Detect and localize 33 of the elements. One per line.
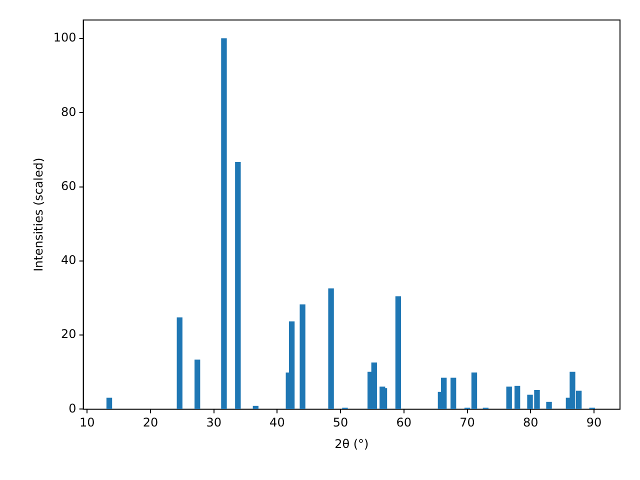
x-tick-label: 30	[206, 416, 222, 430]
bar	[506, 386, 512, 410]
x-axis-title: 2θ (°)	[334, 436, 369, 451]
bar	[176, 317, 182, 410]
x-tick-label: 60	[396, 416, 412, 430]
bar	[441, 378, 447, 410]
y-tick-label: 0	[68, 401, 76, 416]
bar	[450, 378, 456, 410]
x-tick-label: 10	[79, 416, 95, 430]
bar	[235, 162, 241, 410]
bar	[221, 38, 227, 410]
x-tick-label: 50	[332, 416, 348, 430]
bar	[106, 398, 112, 410]
bar	[328, 288, 334, 410]
bar	[194, 360, 200, 410]
y-tick-label: 100	[53, 30, 76, 45]
bar	[546, 402, 552, 410]
x-tick-label: 90	[586, 416, 602, 430]
bar	[371, 362, 377, 410]
y-tick-label: 80	[61, 104, 76, 119]
y-tick-label: 20	[61, 327, 76, 342]
x-tick-label: 20	[142, 416, 158, 430]
bar	[395, 296, 402, 410]
bar	[252, 406, 258, 410]
bar	[514, 386, 520, 410]
y-tick-label: 40	[61, 253, 76, 268]
bar	[288, 321, 295, 410]
x-tick-label: 70	[460, 416, 475, 430]
y-tick-label: 60	[61, 178, 76, 193]
x-tick-label: 80	[523, 416, 538, 430]
y-axis-title: Intensities (scaled)	[31, 158, 46, 272]
x-tick-label: 40	[270, 416, 285, 430]
bar	[300, 304, 306, 410]
